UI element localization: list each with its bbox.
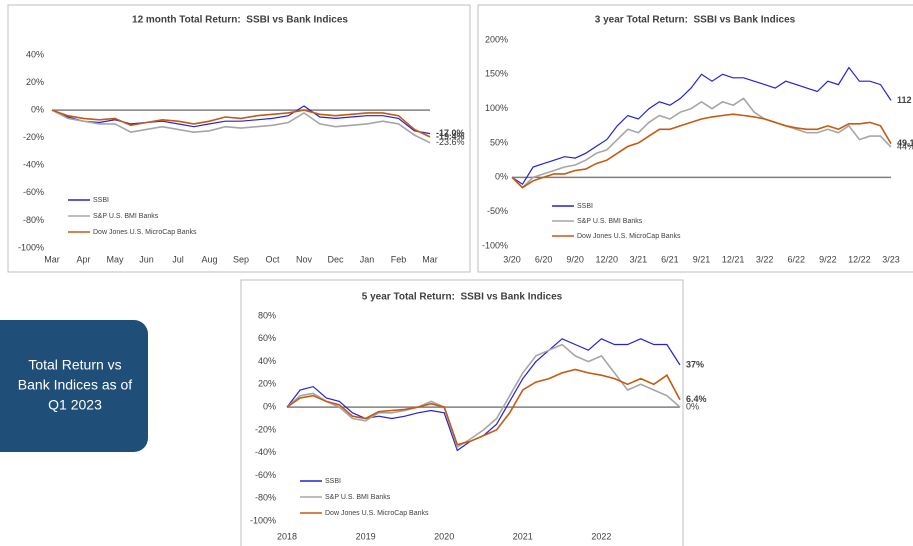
x-tick-label: 3/23 [882,254,900,264]
series-line [286,368,681,446]
x-tick-label: 9/21 [693,254,711,264]
end-label: 49.1 [897,138,913,148]
chart-title: 5 year Total Return: SSBI vs Bank Indice… [362,292,563,303]
end-label: 112 [897,95,912,105]
legend-label: Dow Jones U.S. MicroCap Banks [325,510,429,517]
sidebar-text: Q1 2023 [48,397,102,413]
y-tick-label: -80% [255,493,276,503]
sidebar-text: Bank Indices as of [18,377,133,393]
legend-label: SSBI [93,197,109,204]
legend-label: S&P U.S. BMI Banks [325,494,391,501]
chart-frame [240,279,684,546]
end-label: 44% [897,141,913,151]
x-tick-label: 2021 [513,531,533,541]
x-tick-label: Dec [327,254,344,264]
chart-title: 3 year Total Return: SSBI vs Bank Indice… [595,15,796,26]
y-tick-label: -80% [23,215,44,225]
x-tick-label: Jan [360,254,375,264]
x-tick-label: Aug [201,254,217,264]
y-tick-label: -100% [18,242,44,252]
y-tick-label: -50% [487,206,508,216]
y-tick-label: -60% [23,187,44,197]
x-tick-label: 6/20 [535,254,553,264]
y-tick-label: 150% [485,69,508,79]
y-tick-label: -20% [255,424,276,434]
x-tick-label: 9/22 [819,254,837,264]
x-tick-label: 2018 [277,531,297,541]
series-line [51,105,431,135]
x-tick-label: Mar [44,254,60,264]
y-tick-label: -40% [23,160,44,170]
chart-frame [7,4,471,273]
end-label: 37% [686,359,704,369]
series-line [511,97,892,189]
x-tick-label: Nov [296,254,313,264]
series-line [511,113,892,189]
y-tick-label: 0% [495,172,508,182]
x-tick-label: 6/22 [787,254,805,264]
y-tick-label: 0% [263,401,276,411]
series-line [51,109,431,144]
y-tick-label: -60% [255,470,276,480]
x-tick-label: 12/21 [722,254,745,264]
legend-label: S&P U.S. BMI Banks [577,218,643,225]
x-tick-label: 2019 [356,531,376,541]
x-tick-label: May [106,254,124,264]
y-tick-label: 80% [258,310,276,320]
chart-frame [477,4,913,273]
y-tick-label: 40% [258,356,276,366]
series-line [511,66,892,186]
x-tick-label: 6/21 [661,254,679,264]
y-tick-label: -100% [250,515,276,525]
y-tick-label: 20% [26,77,44,87]
legend-label: SSBI [325,478,341,485]
legend-label: Dow Jones U.S. MicroCap Banks [93,229,197,236]
x-tick-label: 3/21 [630,254,648,264]
x-tick-label: 3/22 [756,254,774,264]
x-tick-label: Sep [233,254,249,264]
chart-title: 12 month Total Return: SSBI vs Bank Indi… [132,15,348,26]
sidebar-box [0,320,148,452]
x-tick-label: Feb [391,254,407,264]
y-tick-label: -100% [482,240,508,250]
y-tick-label: 100% [485,103,508,113]
x-tick-label: Mar [422,254,438,264]
y-tick-label: -20% [23,132,44,142]
end-label: -23.6% [436,137,465,147]
legend-label: SSBI [577,203,593,210]
x-tick-label: Apr [76,254,90,264]
x-tick-label: Jul [172,254,184,264]
y-tick-label: 60% [258,333,276,343]
x-tick-label: Oct [265,254,280,264]
y-tick-label: 40% [26,49,44,59]
legend-label: S&P U.S. BMI Banks [93,213,159,220]
end-label: -17.0% [436,128,465,138]
end-label: 6.4% [686,394,707,404]
series-line [51,109,431,138]
y-tick-label: 200% [485,34,508,44]
x-tick-label: 2020 [434,531,454,541]
sidebar-text: Total Return vs [28,357,121,373]
x-tick-label: 9/20 [566,254,584,264]
y-tick-label: 0% [31,105,44,115]
x-tick-label: 12/22 [848,254,871,264]
y-tick-label: 50% [490,137,508,147]
series-line [286,343,681,449]
x-tick-label: 12/20 [595,254,618,264]
x-tick-label: 3/20 [503,254,521,264]
legend-label: Dow Jones U.S. MicroCap Banks [577,233,681,240]
end-label: -19.4% [436,131,465,141]
end-label: 0% [686,401,699,411]
y-tick-label: 20% [258,379,276,389]
x-tick-label: 2022 [591,531,611,541]
x-tick-label: Jun [139,254,154,264]
y-tick-label: -40% [255,447,276,457]
